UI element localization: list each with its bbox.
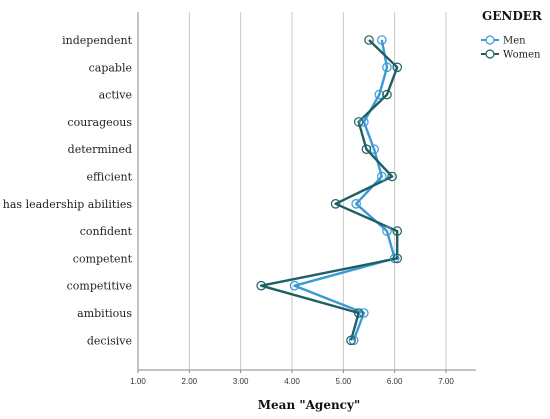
data-point-women	[392, 253, 403, 264]
data-point-women	[330, 199, 341, 209]
series-lines	[256, 35, 403, 346]
y-category-label: confident	[80, 225, 133, 238]
y-category-label: courageous	[67, 116, 132, 129]
x-tick-label: 3.00	[233, 377, 249, 386]
grid-lines	[188, 12, 447, 370]
y-category-label: efficient	[86, 171, 132, 184]
legend-label: Women	[503, 50, 541, 61]
x-tick-label: 2.00	[182, 377, 198, 386]
x-tick-label: 6.00	[387, 377, 403, 386]
data-point-men	[359, 308, 369, 318]
data-point-women	[392, 62, 403, 73]
data-point-women	[361, 144, 372, 154]
data-point-women	[353, 117, 364, 127]
data-point-women	[387, 171, 397, 182]
x-tick-labels: 1.00 2.00 3.00 4.00 5.00 6.00 7.00	[130, 370, 454, 386]
data-point-women	[256, 280, 266, 291]
data-point-men	[289, 280, 300, 291]
series-line-men	[293, 39, 396, 341]
x-tick-label: 5.00	[336, 377, 352, 386]
y-category-label: decisive	[87, 334, 132, 347]
data-point-men	[374, 89, 385, 100]
data-point-women	[392, 226, 403, 236]
data-point-women	[353, 308, 364, 318]
series-line-women	[260, 39, 399, 341]
legend-swatch-marker	[485, 49, 495, 59]
y-category-labels: independent capable active courageous determ…	[3, 34, 133, 347]
data-point-men	[359, 117, 369, 127]
x-axis-title: Mean "Agency"	[258, 398, 360, 412]
data-point-women	[364, 35, 374, 45]
x-tick-label: 4.00	[284, 377, 300, 386]
x-tick-label: 1.00	[130, 377, 146, 386]
legend-label: Men	[503, 36, 526, 47]
data-point-men	[382, 226, 392, 236]
legend: GENDER Men Women	[481, 9, 543, 61]
data-point-men	[389, 253, 400, 264]
legend-title: GENDER	[482, 9, 543, 23]
data-point-men	[382, 62, 392, 73]
data-point-men	[348, 335, 359, 346]
y-category-label: competitive	[67, 280, 132, 293]
y-category-label: competent	[73, 252, 133, 265]
y-category-label: capable	[89, 61, 132, 74]
data-point-men	[377, 171, 387, 182]
y-category-label: has leadership abilities	[3, 198, 133, 211]
y-category-label: active	[99, 89, 132, 102]
y-category-label: ambitious	[77, 307, 132, 320]
data-point-men	[377, 35, 387, 45]
x-tick-label: 7.00	[438, 377, 454, 386]
legend-swatch-marker	[485, 35, 495, 45]
data-point-men	[369, 144, 379, 154]
data-point-women	[382, 89, 392, 100]
data-point-women	[346, 335, 356, 346]
y-category-label: independent	[62, 34, 132, 47]
y-category-label: determined	[68, 143, 132, 156]
data-point-men	[351, 199, 361, 209]
